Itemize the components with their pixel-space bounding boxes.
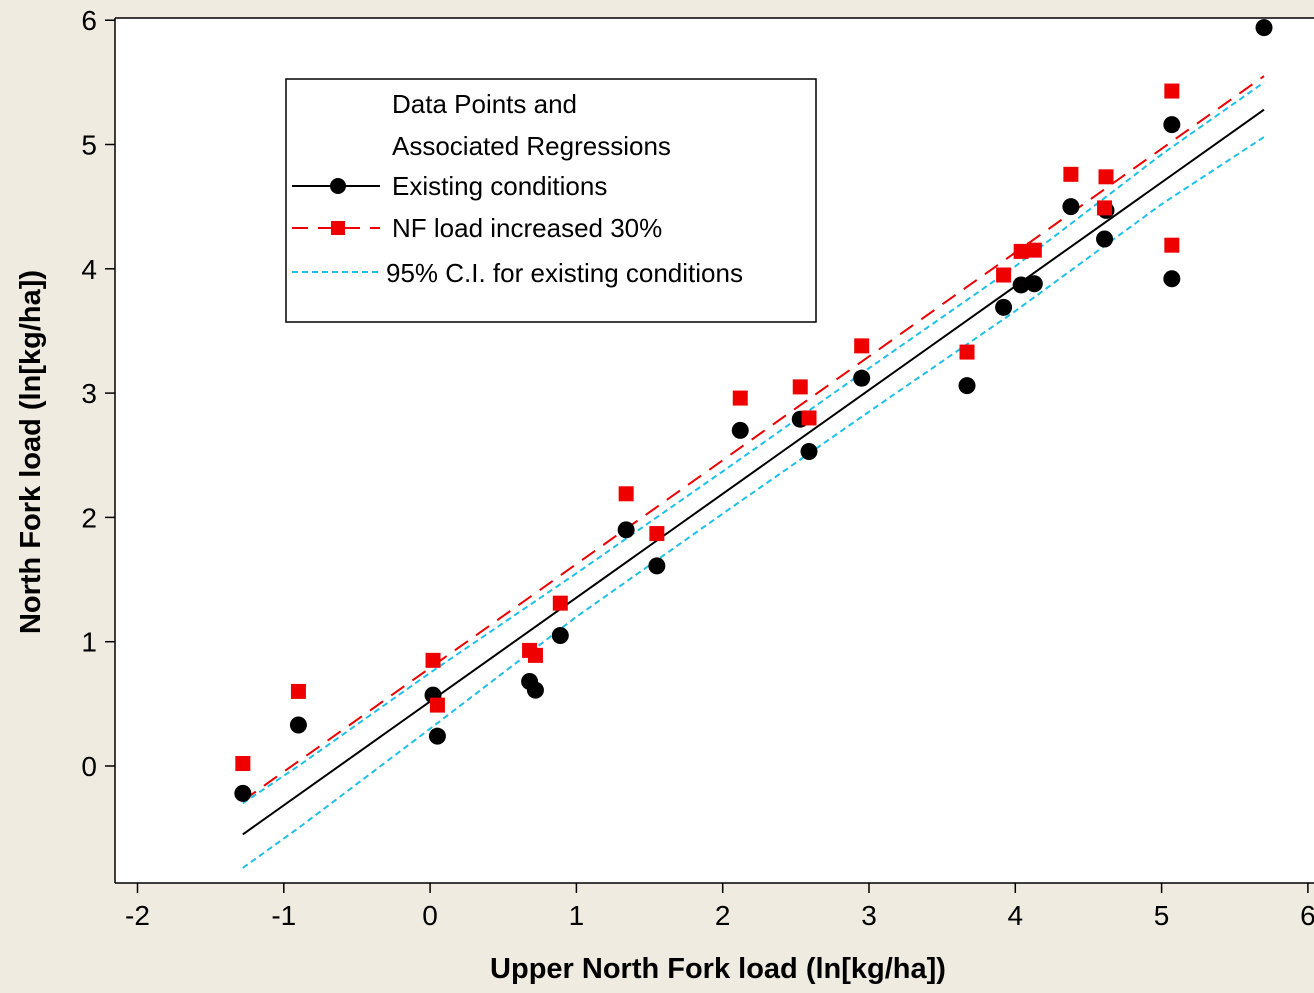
increased-point bbox=[792, 379, 808, 395]
existing-point bbox=[1096, 230, 1114, 248]
x-axis-title: Upper North Fork load (ln[kg/ha]) bbox=[490, 953, 946, 985]
increased-point bbox=[429, 697, 445, 713]
existing-point bbox=[617, 521, 635, 539]
existing-point bbox=[234, 784, 252, 802]
legend-title-line-2: Associated Regressions bbox=[392, 131, 671, 161]
increased-point bbox=[1013, 243, 1029, 259]
existing-point bbox=[995, 298, 1013, 316]
increased-point bbox=[235, 756, 251, 772]
increased-point bbox=[959, 344, 975, 360]
legend-existing-marker bbox=[330, 178, 346, 194]
existing-point bbox=[551, 626, 569, 644]
increased-point bbox=[801, 410, 817, 426]
x-tick-label: -1 bbox=[271, 900, 296, 931]
increased-regression-line bbox=[242, 75, 1265, 802]
x-tick-label: 3 bbox=[861, 900, 877, 931]
data-points bbox=[234, 19, 1273, 802]
increased-point bbox=[996, 267, 1012, 283]
legend-box bbox=[285, 78, 817, 323]
ci-upper-line bbox=[242, 81, 1265, 805]
increased-point bbox=[649, 526, 665, 542]
existing-point bbox=[1062, 198, 1080, 216]
existing-point bbox=[648, 557, 666, 575]
existing-point bbox=[1163, 270, 1181, 288]
x-tick-label: -2 bbox=[125, 900, 150, 931]
increased-point bbox=[1097, 200, 1113, 216]
existing-regression-line bbox=[242, 108, 1265, 836]
regression-lines bbox=[242, 75, 1265, 836]
increased-point bbox=[552, 595, 568, 611]
increased-point bbox=[1098, 169, 1114, 185]
increased-point bbox=[854, 338, 870, 354]
x-tick-label: 0 bbox=[422, 900, 438, 931]
y-tick-label: 4 bbox=[81, 254, 97, 285]
existing-point bbox=[526, 681, 544, 699]
increased-point bbox=[1164, 237, 1180, 253]
x-tick-labels: -2 -1 0 1 2 3 4 5 6 bbox=[125, 900, 1314, 931]
axes bbox=[105, 17, 1314, 893]
increased-point bbox=[618, 486, 634, 502]
legend: Data Points and Associated Regressions E… bbox=[285, 78, 817, 323]
legend-existing-label: Existing conditions bbox=[392, 171, 607, 201]
y-tick-label: 0 bbox=[81, 751, 97, 782]
y-tick-label: 6 bbox=[81, 5, 97, 36]
increased-point bbox=[1026, 242, 1042, 258]
existing-point bbox=[289, 716, 307, 734]
legend-ci-label: 95% C.I. for existing conditions bbox=[386, 258, 743, 288]
x-tick-label: 6 bbox=[1300, 900, 1314, 931]
y-axis-title: North Fork load (ln[kg/ha]) bbox=[15, 270, 47, 634]
existing-point bbox=[1255, 19, 1273, 37]
existing-point bbox=[428, 727, 446, 745]
y-tick-labels: 0 1 2 3 4 5 6 bbox=[81, 5, 97, 782]
x-tick-label: 4 bbox=[1008, 900, 1024, 931]
y-tick-label: 1 bbox=[81, 627, 97, 658]
increased-point bbox=[1164, 83, 1180, 99]
existing-point bbox=[800, 443, 818, 461]
existing-point bbox=[1163, 116, 1181, 134]
increased-point bbox=[1063, 166, 1079, 182]
existing-point bbox=[731, 421, 749, 439]
x-tick-label: 1 bbox=[569, 900, 585, 931]
x-tick-label: 2 bbox=[715, 900, 731, 931]
increased-point bbox=[425, 652, 441, 668]
legend-increased-marker bbox=[331, 221, 345, 235]
y-tick-label: 5 bbox=[81, 130, 97, 161]
increased-point bbox=[527, 647, 543, 663]
legend-title-line-1: Data Points and bbox=[392, 89, 577, 119]
existing-point bbox=[958, 377, 976, 395]
existing-point bbox=[1012, 276, 1030, 294]
y-tick-label: 2 bbox=[81, 502, 97, 533]
increased-point bbox=[290, 683, 306, 699]
increased-point bbox=[732, 390, 748, 406]
existing-point bbox=[853, 369, 871, 387]
x-tick-label: 5 bbox=[1154, 900, 1170, 931]
legend-increased-label: NF load increased 30% bbox=[392, 213, 662, 243]
y-tick-label: 3 bbox=[81, 378, 97, 409]
existing-point bbox=[1025, 275, 1043, 293]
